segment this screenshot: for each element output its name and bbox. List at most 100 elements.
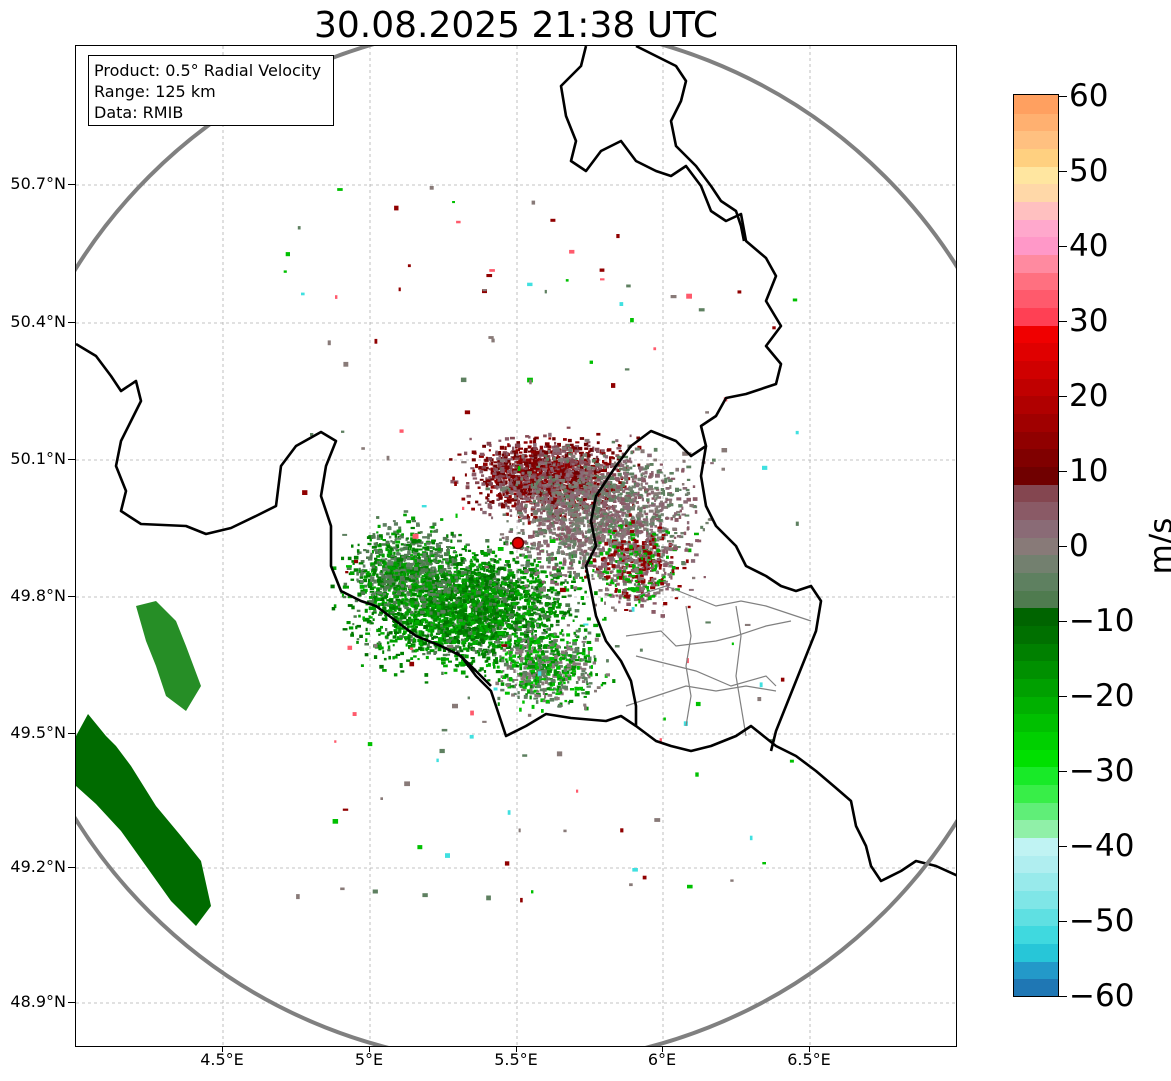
- echo-pixel: [478, 610, 483, 614]
- echo-pixel: [413, 616, 418, 619]
- echo-pixel: [591, 458, 596, 463]
- echo-pixel: [478, 582, 481, 586]
- echo-pixel: [579, 437, 585, 440]
- echo-pixel: [460, 557, 465, 561]
- echo-pixel: [501, 462, 506, 466]
- echo-pixel: [503, 481, 506, 484]
- echo-pixel: [365, 632, 370, 635]
- echo-pixel: [392, 624, 395, 627]
- echo-pixel: [513, 661, 519, 664]
- echo-pixel: [393, 625, 397, 628]
- echo-pixel: [487, 663, 491, 667]
- echo-pixel: [404, 638, 407, 641]
- echo-pixel: [584, 453, 588, 458]
- echo-pixel: [538, 615, 542, 619]
- echo-pixel: [457, 631, 462, 636]
- echo-pixel: [489, 500, 493, 504]
- echo-pixel: [496, 637, 500, 641]
- echo-pixel: [553, 614, 559, 618]
- echo-pixel: [484, 615, 487, 620]
- echo-pixel: [576, 471, 581, 475]
- echo-pixel: [423, 608, 429, 612]
- echo-pixel: [459, 568, 465, 571]
- echo-pixel: [449, 617, 455, 621]
- echo-pixel: [561, 616, 566, 620]
- echo-pixel: [406, 608, 409, 611]
- echo-pixel: [345, 585, 349, 589]
- echo-pixel: [539, 450, 544, 455]
- echo-pixel: [575, 467, 580, 470]
- echo-pixel: [450, 576, 453, 581]
- echo-pixel: [409, 625, 412, 628]
- echo-pixel: [512, 603, 517, 606]
- echo-pixel: [458, 610, 462, 614]
- echo-pixel: [549, 517, 554, 521]
- echo-pixel: [521, 454, 525, 459]
- echo-pixel: [475, 626, 480, 629]
- echo-pixel: [466, 589, 469, 593]
- echo-pixel: [418, 646, 423, 651]
- echo-pixel: [486, 576, 491, 581]
- echo-pixel: [510, 483, 516, 488]
- echo-pixel: [430, 611, 435, 615]
- echo-pixel: [407, 641, 411, 644]
- echo-pixel: [533, 588, 536, 591]
- echo-pixel: [475, 577, 479, 581]
- echo-pixel: [537, 495, 540, 499]
- echo-pixel: [523, 475, 528, 479]
- echo-pixel: [654, 513, 659, 517]
- echo-pixel: [359, 585, 365, 589]
- echo-pixel: [678, 515, 682, 519]
- echo-pixel: [425, 635, 429, 638]
- echo-pixel: [362, 579, 368, 583]
- echo-pixel: [524, 496, 527, 500]
- echo-pixel: [397, 612, 402, 617]
- echo-pixel: [508, 458, 513, 461]
- echo-pixel: [527, 607, 533, 611]
- echo-pixel: [424, 673, 429, 677]
- echo-pixel: [473, 452, 477, 455]
- echo-pixel: [544, 479, 547, 482]
- echo-pixel: [481, 604, 485, 608]
- echo-pixel: [464, 548, 467, 552]
- echo-pixel: [491, 461, 494, 466]
- echo-pixel: [501, 502, 504, 507]
- radar-map[interactable]: [75, 45, 957, 1047]
- echo-pixel: [537, 541, 541, 544]
- echo-pixel: [703, 576, 706, 579]
- echo-pixel: [388, 631, 393, 635]
- echo-pixel: [474, 568, 479, 571]
- echo-pixel: [498, 439, 502, 442]
- echo-pixel: [623, 498, 627, 502]
- echo-pixel: [441, 661, 446, 664]
- echo-pixel: [513, 470, 517, 473]
- echo-pixel: [504, 437, 510, 441]
- echo-pixel: [398, 628, 402, 632]
- echo-pixel: [519, 507, 525, 511]
- echo-pixel: [559, 499, 562, 503]
- echo-pixel: [653, 553, 658, 557]
- echo-pixel: [489, 573, 493, 576]
- echo-pixel: [590, 474, 595, 478]
- echo-pixel: [459, 621, 465, 626]
- echo-pixel: [561, 446, 567, 450]
- echo-pixel: [468, 565, 474, 568]
- echo-pixel: [478, 572, 484, 576]
- echo-pixel: [621, 500, 626, 503]
- echo-pixel: [488, 584, 491, 587]
- echo-pixel: [477, 503, 482, 506]
- echo-pixel: [482, 617, 486, 620]
- echo-pixel: [509, 597, 512, 600]
- echo-pixel: [621, 452, 624, 456]
- echo-pixel: [505, 458, 511, 462]
- echo-pixel: [583, 476, 589, 479]
- echo-pixel: [399, 618, 403, 622]
- echo-pixel: [644, 490, 648, 494]
- echo-pixel: [497, 463, 501, 468]
- echo-pixel: [637, 478, 641, 481]
- echo-pixel: [629, 457, 632, 461]
- echo-pixel: [418, 641, 423, 646]
- echo-pixel: [507, 469, 512, 473]
- echo-pixel: [404, 595, 407, 599]
- echo-pixel: [580, 473, 585, 478]
